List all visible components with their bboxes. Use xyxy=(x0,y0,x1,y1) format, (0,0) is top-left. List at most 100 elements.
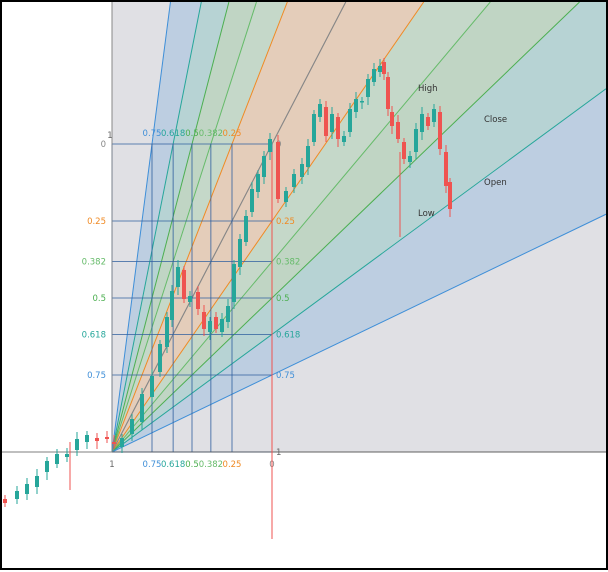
candle-body xyxy=(336,117,340,139)
ohlc-close-label: Close xyxy=(484,115,507,125)
level-label-left: 0.618 xyxy=(82,330,106,340)
candle-body xyxy=(330,114,334,132)
ohlc-low-label: Low xyxy=(418,209,435,219)
candle-body xyxy=(366,79,370,97)
candle-body xyxy=(165,317,169,347)
candle-body xyxy=(382,62,386,74)
candle-body xyxy=(426,117,430,126)
candle-body xyxy=(105,437,109,439)
candle-body xyxy=(176,267,180,287)
candle-body xyxy=(95,438,99,441)
candle-body xyxy=(348,109,352,132)
level-label-top: 0.25 xyxy=(223,129,242,139)
candle-body xyxy=(420,114,424,132)
candle-body xyxy=(372,69,376,82)
candle-body xyxy=(15,491,19,499)
candle-body xyxy=(232,264,236,302)
candle-body xyxy=(414,129,418,152)
fan-ray xyxy=(111,88,607,453)
fan-ray xyxy=(111,1,288,453)
candle-body xyxy=(244,216,248,242)
candle-body xyxy=(262,156,266,177)
level-label-top: 1 xyxy=(107,131,112,141)
fan-ray xyxy=(111,1,171,453)
candle-body xyxy=(312,114,316,142)
candle-body xyxy=(226,306,230,322)
candle-body xyxy=(386,77,390,109)
candle-body xyxy=(378,66,382,72)
ohlc-open-label: Open xyxy=(484,178,507,188)
fan-ray xyxy=(111,1,580,453)
candle-body xyxy=(65,454,69,457)
level-label-left: 0.5 xyxy=(92,294,106,304)
level-label-left: 0.75 xyxy=(87,371,106,381)
candle-body xyxy=(3,499,7,503)
candle-body xyxy=(276,142,280,199)
candle-body xyxy=(182,270,186,299)
candle-body xyxy=(408,156,412,162)
candle-body xyxy=(268,139,272,152)
candle-body xyxy=(390,112,394,126)
candle-body xyxy=(170,291,174,320)
candle-body xyxy=(140,394,144,422)
candle-body xyxy=(130,419,134,434)
fan-ray xyxy=(111,1,230,453)
candle-body xyxy=(35,476,39,487)
level-label-right: 0.75 xyxy=(276,371,295,381)
candle-body xyxy=(208,321,212,332)
candle-body xyxy=(214,317,218,329)
candle-body xyxy=(324,107,328,136)
candle-body xyxy=(396,122,400,139)
candle-body xyxy=(202,312,206,329)
candle-body xyxy=(292,174,296,187)
candle-body xyxy=(432,109,436,122)
level-label-right: 0.25 xyxy=(276,217,295,227)
fan-ray xyxy=(111,1,425,453)
level-label-left: 0.382 xyxy=(82,258,106,268)
candle-body xyxy=(402,142,406,159)
fan-ray xyxy=(111,1,491,453)
level-label-top: 0.5 xyxy=(185,129,199,139)
candle-body xyxy=(25,484,29,494)
level-label-corner: 1 xyxy=(276,448,281,458)
level-label-bottom: 0.5 xyxy=(185,460,199,470)
candle-body xyxy=(150,376,154,397)
candle-body xyxy=(250,189,254,212)
candle-body xyxy=(448,182,452,209)
fan-ray xyxy=(111,1,257,453)
candle-body xyxy=(85,435,89,442)
candle-body xyxy=(360,101,364,103)
level-label-top: 0.382 xyxy=(199,129,223,139)
ohlc-high-label: High xyxy=(418,84,438,94)
candle-body xyxy=(45,461,49,472)
fan-background xyxy=(112,2,606,452)
candle-body xyxy=(238,239,242,267)
candle-body xyxy=(112,442,116,444)
candle-body xyxy=(220,319,224,332)
candle-body xyxy=(438,112,442,149)
candle-body xyxy=(188,296,192,302)
candle-body xyxy=(256,174,260,192)
level-label-left: 0 xyxy=(101,140,106,150)
candle-body xyxy=(55,454,59,464)
level-label-bottom: 1 xyxy=(109,460,114,470)
candle-body xyxy=(306,146,310,167)
candle-body xyxy=(444,152,448,186)
candle-body xyxy=(300,164,304,177)
level-label-right: 0.5 xyxy=(276,294,290,304)
fan-ray xyxy=(111,1,202,453)
candle-body xyxy=(158,344,162,372)
candle-body xyxy=(318,104,322,117)
level-label-right: 0.382 xyxy=(276,258,300,268)
candle-body xyxy=(196,292,200,309)
level-label-bottom: 0.382 xyxy=(199,460,223,470)
candle-body xyxy=(120,438,124,447)
candle-body xyxy=(75,439,79,450)
level-label-top: 0.75 xyxy=(143,129,162,139)
level-label-right: 0.618 xyxy=(276,330,300,340)
level-label-bottom: 0.618 xyxy=(161,460,185,470)
candle-body xyxy=(284,191,288,202)
candle-body xyxy=(342,136,346,142)
